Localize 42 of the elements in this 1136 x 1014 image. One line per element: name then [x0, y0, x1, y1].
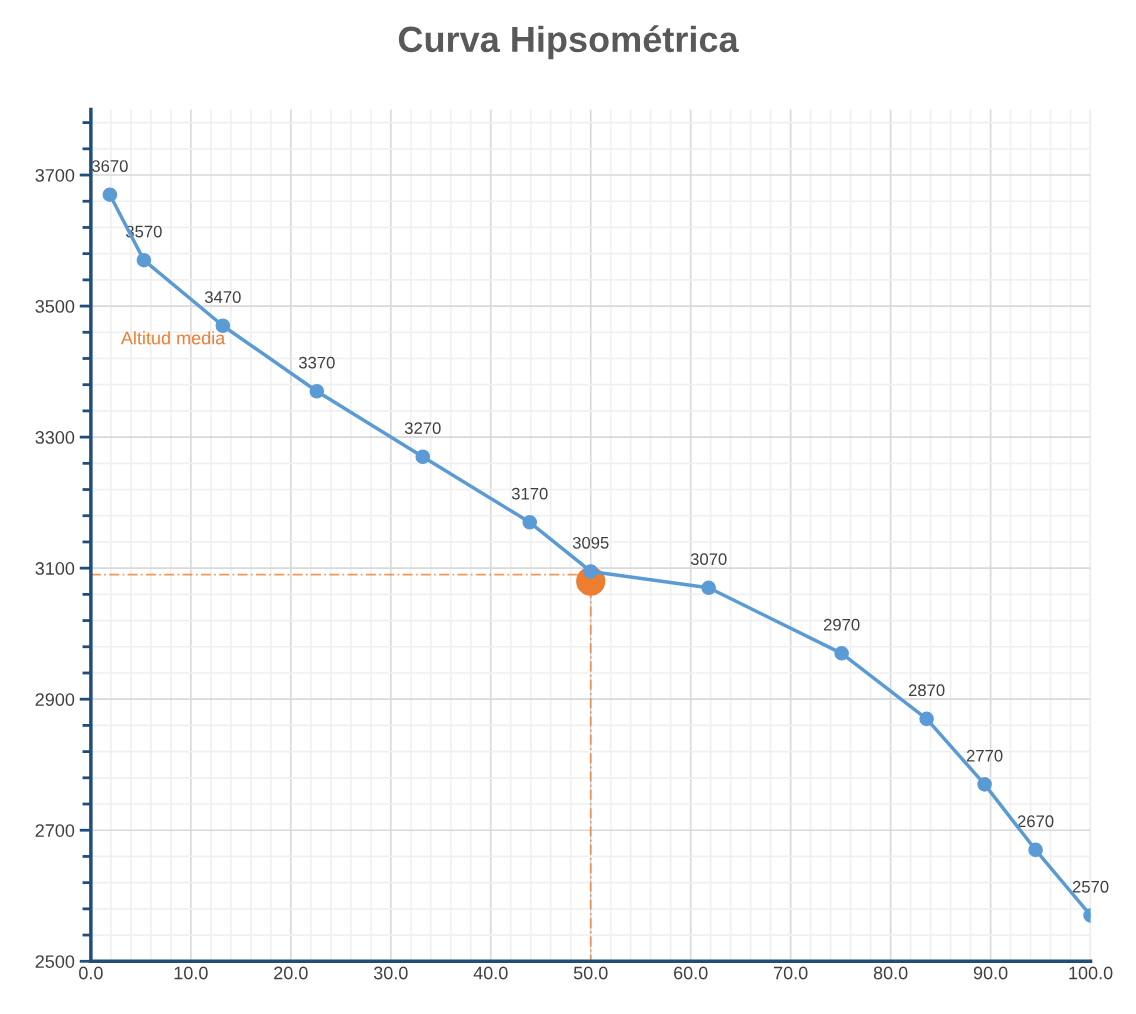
- point: [583, 564, 599, 579]
- point: [701, 580, 716, 596]
- point: [522, 515, 538, 530]
- point: [415, 449, 431, 465]
- data-label: 3370: [298, 356, 335, 369]
- point: [919, 711, 934, 727]
- point: [1028, 842, 1043, 858]
- data-label: 2970: [823, 618, 860, 631]
- x-tick-label: 20.0: [274, 966, 308, 980]
- y-tick-label: 3500: [35, 300, 75, 313]
- x-tick-label: 10.0: [174, 966, 208, 980]
- x-tick-label: 100.0: [1069, 966, 1113, 980]
- y-tick-label: 2900: [35, 693, 75, 706]
- point: [977, 777, 992, 792]
- data-label: 3070: [690, 553, 727, 566]
- point: [102, 187, 118, 202]
- chart-title: Curva Hipsométrica: [398, 25, 739, 60]
- y-tick-label: 3700: [35, 168, 75, 182]
- x-tick-label: 80.0: [873, 966, 908, 980]
- data-label: 2570: [1072, 880, 1109, 893]
- x-tick-label: 40.0: [473, 966, 508, 980]
- data-label: 2670: [1017, 815, 1054, 828]
- x-tick-label: 70.0: [774, 966, 808, 980]
- x-tick-label: 60.0: [674, 966, 708, 980]
- x-tick-label: 90.0: [973, 966, 1008, 980]
- data-label: 2870: [908, 684, 945, 697]
- data-label: 3095: [572, 536, 609, 549]
- y-tick-label: 2500: [35, 955, 75, 968]
- data-label: 3170: [511, 487, 548, 500]
- x-tick-label: 0.0: [79, 966, 103, 980]
- y-tick-label: 2700: [35, 824, 75, 837]
- x-tick-label: 30.0: [373, 966, 408, 980]
- data-label: 3270: [404, 422, 441, 435]
- point: [309, 383, 325, 399]
- y-tick-label: 3100: [35, 562, 75, 575]
- x-tick-label: 50.0: [573, 966, 608, 980]
- point: [834, 646, 849, 661]
- data-label: 2770: [966, 749, 1003, 762]
- data-label: 3470: [204, 291, 241, 303]
- point: [136, 252, 152, 268]
- annotation: Altitud media: [120, 331, 226, 345]
- y-tick-label: 3300: [35, 431, 75, 444]
